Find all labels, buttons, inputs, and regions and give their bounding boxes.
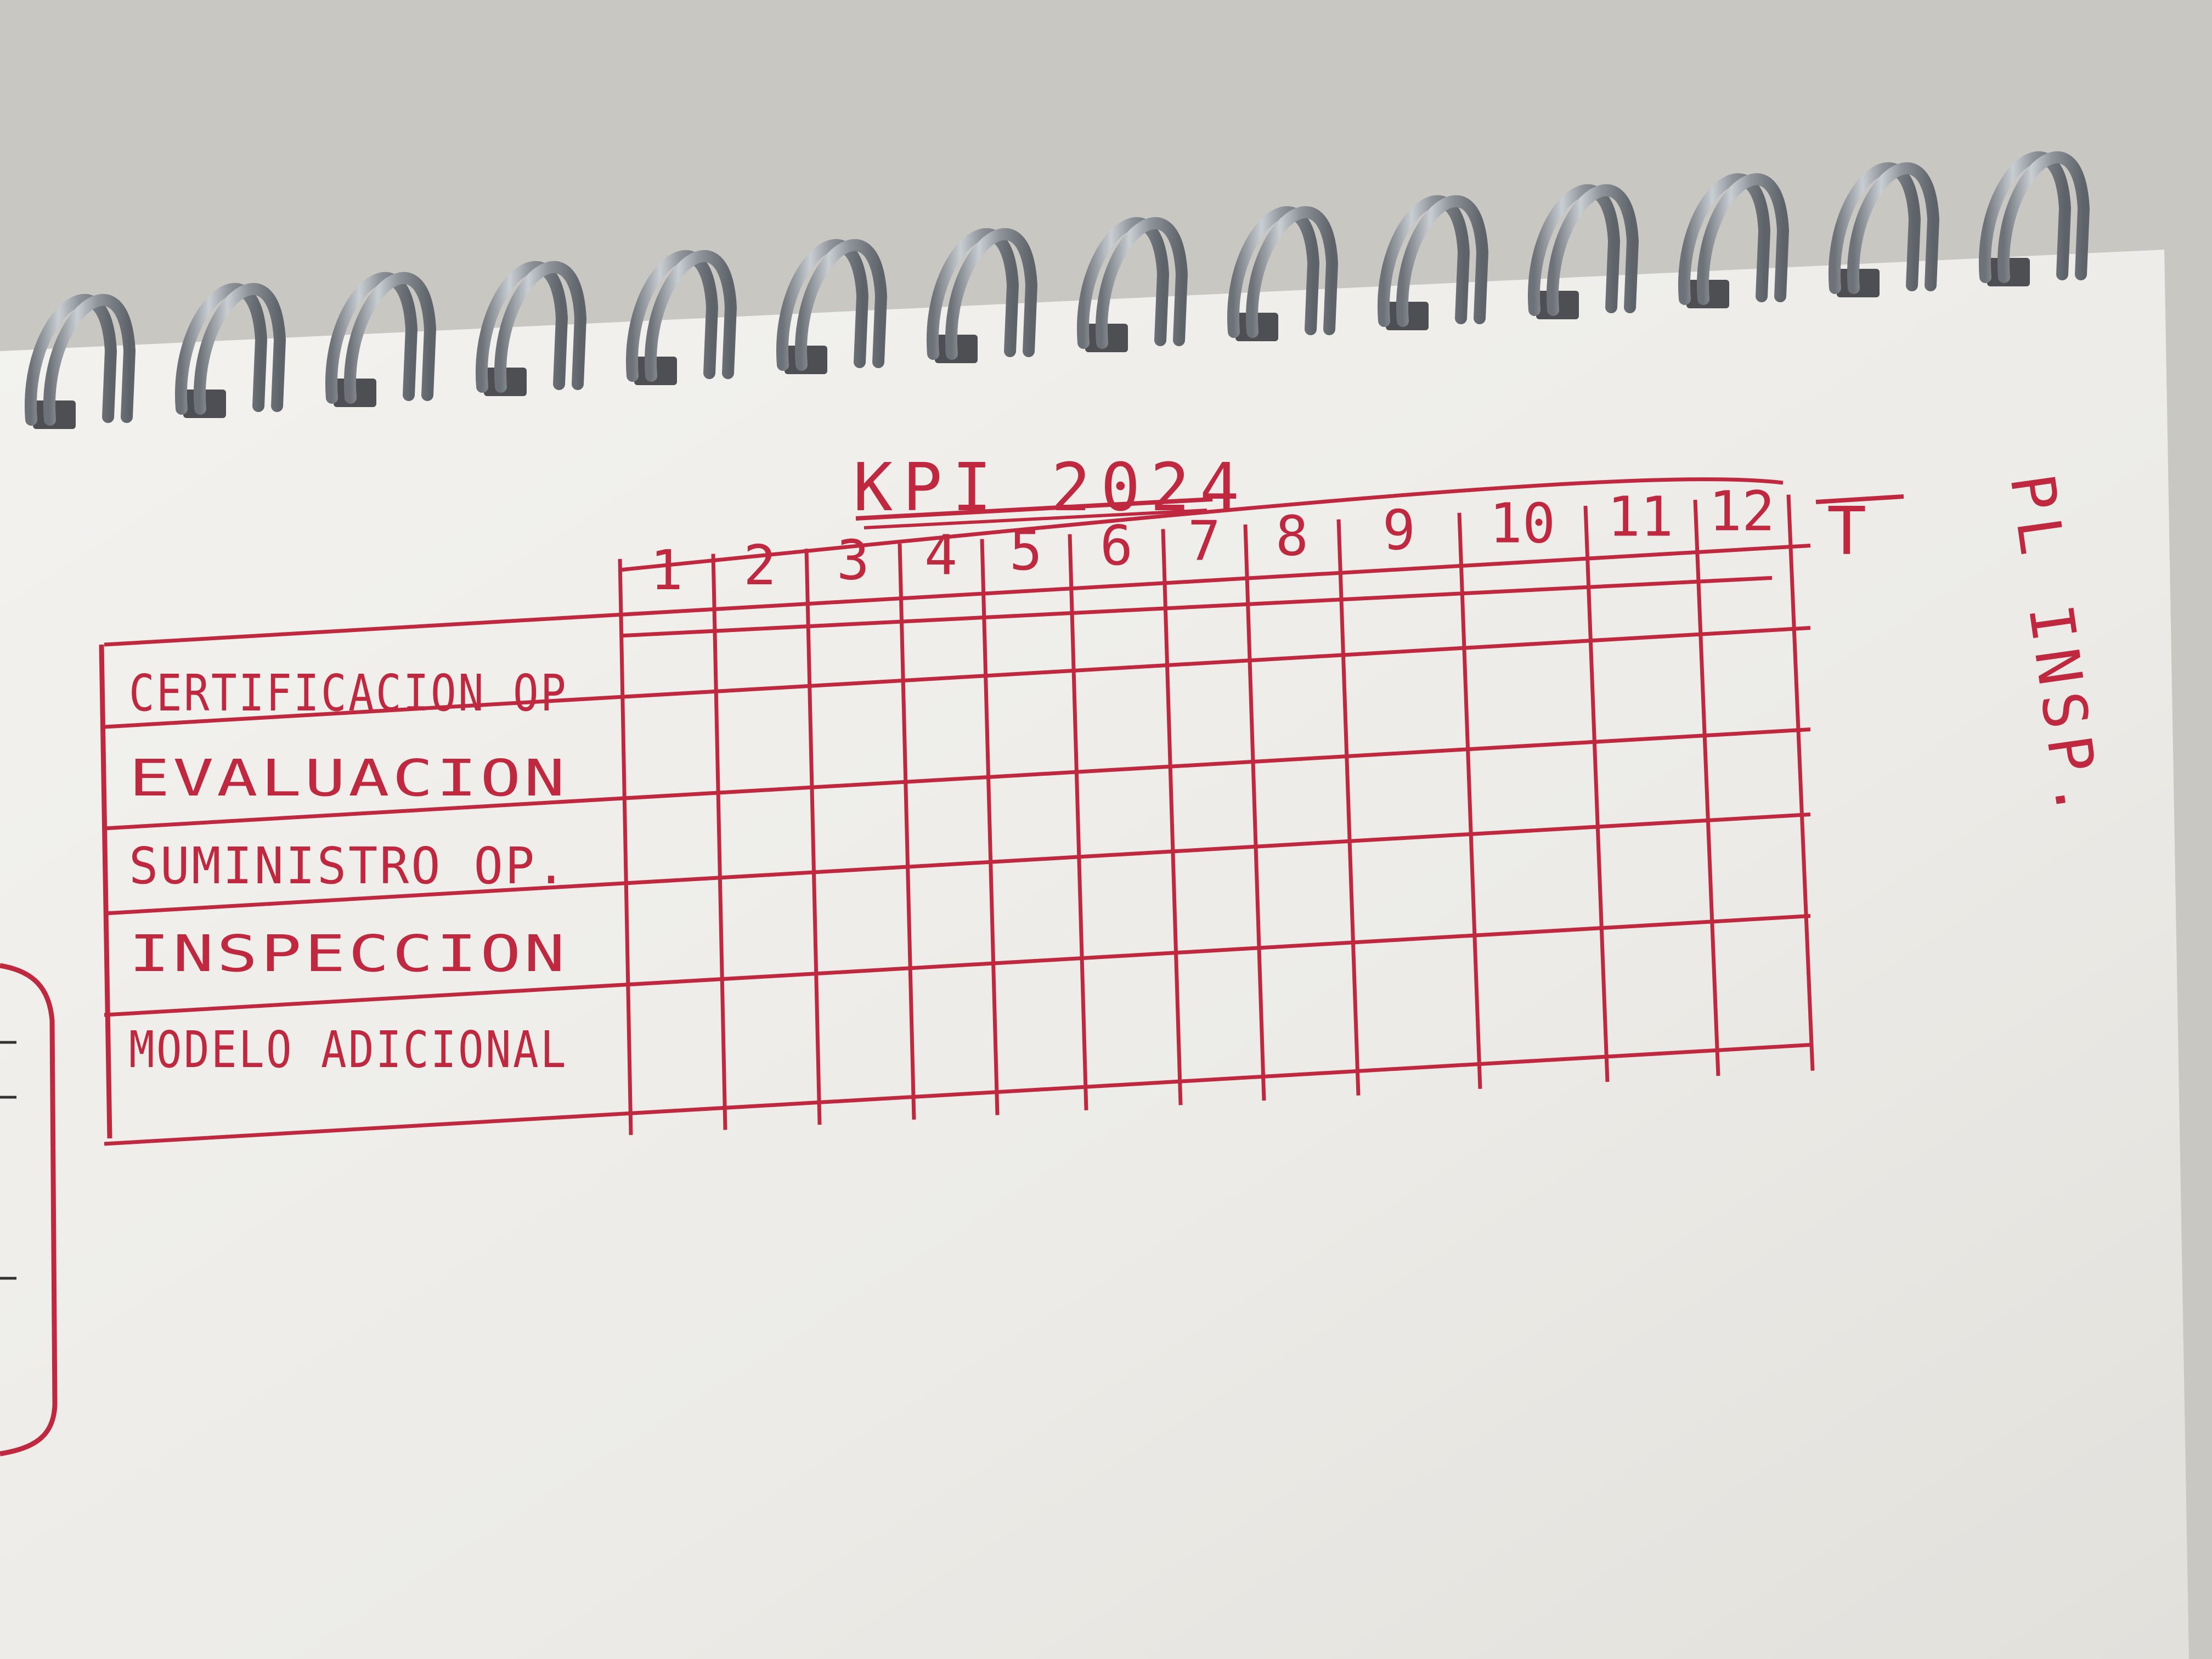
table-column-line [1336, 519, 1361, 1096]
spiral-coil-loop [1978, 151, 2072, 283]
month-header-row: 1 2 3 4 5 6 7 8 9 10 11 12 [650, 479, 1775, 602]
kpi-row-labels: CERTIFICACION OP EVALUACION SUMINISTRO OP.… [129, 664, 568, 1079]
table-row-line [104, 544, 1811, 647]
spiral-coil-loop [1396, 195, 1489, 327]
spiral-coil-loop [926, 228, 1019, 360]
table-column-line [1457, 512, 1482, 1089]
table-column-line [1583, 505, 1610, 1082]
spiral-coil-loop [1076, 217, 1170, 349]
spiral-coil-loop [1997, 151, 2090, 283]
kpi-row-label: EVALUACION [129, 749, 568, 808]
month-label: 2 [743, 533, 776, 597]
spiral-coil-loop [1245, 206, 1339, 338]
month-label: 8 [1276, 504, 1308, 568]
month-label: 11 [1607, 485, 1673, 549]
table-row-line [104, 812, 1811, 916]
table-column-line [1243, 524, 1266, 1101]
spiral-coil-loop [1828, 162, 1921, 294]
spiral-coil-loop [24, 294, 117, 426]
header-top-line [619, 477, 1784, 572]
header-bottom-line [619, 575, 1773, 638]
kpi-row-label: MODELO ADICIONAL [129, 1020, 568, 1079]
spiral-coil-loop [1546, 184, 1639, 316]
spiral-coil-loop [1847, 162, 1940, 294]
table-row-line [104, 626, 1811, 729]
table-column-line [980, 539, 1000, 1115]
title-underline [864, 509, 1207, 529]
spiral-coil-loop [43, 294, 136, 426]
spiral-coil-loop [1377, 195, 1470, 327]
spiral-coil-loop [945, 228, 1038, 360]
header-mark: T [1827, 494, 1866, 570]
spiral-coil-loop [1527, 184, 1621, 316]
table-row-line [104, 914, 1811, 1017]
table-row-line [104, 1043, 1811, 1146]
title-underline [855, 497, 1213, 521]
month-label: 10 [1489, 491, 1555, 555]
spiral-coil-loop [325, 272, 418, 404]
table-left-border [99, 644, 112, 1139]
kpi-row-label: CERTIFICACION OP [129, 664, 568, 723]
kpi-row-label: SUMINISTRO OP. [129, 837, 568, 895]
table-column-line [1786, 494, 1815, 1071]
spiral-coil-loop [1696, 173, 1790, 305]
table-column-line [898, 543, 916, 1120]
table-column-line [1161, 529, 1183, 1105]
month-label: 12 [1709, 479, 1775, 543]
month-label: 4 [924, 523, 957, 588]
table-column-line [711, 554, 727, 1130]
table-column-line [618, 558, 633, 1135]
month-label: 6 [1100, 514, 1133, 578]
month-label: 9 [1383, 498, 1415, 562]
header-mark-arrow [1815, 494, 1904, 504]
spiral-coil-loop [475, 261, 568, 393]
table-column-line [1693, 499, 1720, 1076]
adjacent-page-frame [0, 963, 58, 1457]
spiral-coil-loop [193, 283, 286, 415]
notebook-page [0, 250, 2189, 1659]
table-row-line [104, 727, 1811, 831]
spiral-coil-loop [794, 239, 888, 371]
spiral-coil-loop [343, 272, 437, 404]
month-label: 7 [1188, 509, 1221, 573]
table-column-line [804, 549, 822, 1125]
spiral-coil-loop [174, 283, 268, 415]
spiral-coil-loop [1095, 217, 1188, 349]
spiral-coil-loop [644, 250, 737, 382]
spiral-coil-loop [1227, 206, 1320, 338]
spiral-coil-loop [776, 239, 869, 371]
spiral-coil-loop [1678, 173, 1771, 305]
kpi-row-label: INSPECCION [129, 924, 568, 983]
month-label: 5 [1009, 518, 1042, 583]
spiral-binding [24, 151, 2090, 426]
month-label: 3 [837, 528, 870, 592]
table-column-line [1068, 534, 1088, 1110]
kpi-table-grid [99, 477, 1815, 1146]
spiral-coil-loop [494, 261, 587, 393]
month-label: 1 [650, 538, 683, 602]
spiral-coil-loop [625, 250, 719, 382]
